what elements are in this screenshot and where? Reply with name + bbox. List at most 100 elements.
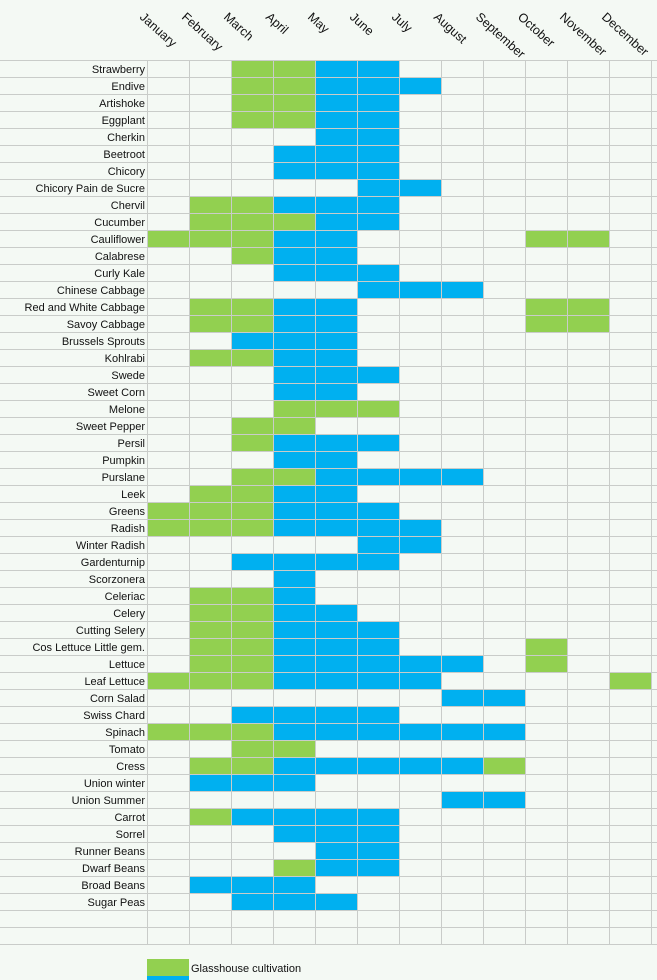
calendar-cell-open-ground [357, 77, 399, 94]
calendar-cell-open-ground [315, 621, 357, 638]
calendar-cell-glasshouse [189, 519, 231, 536]
calendar-cell-open-ground [357, 502, 399, 519]
calendar-cell-open-ground [357, 621, 399, 638]
calendar-cell-open-ground [357, 111, 399, 128]
calendar-cell-glasshouse [231, 77, 273, 94]
month-label: June [347, 10, 377, 39]
calendar-cell-open-ground [273, 774, 315, 791]
calendar-cell-glasshouse [525, 230, 567, 247]
calendar-cell-open-ground [357, 859, 399, 876]
calendar-cell-open-ground [357, 638, 399, 655]
calendar-cell-glasshouse [189, 230, 231, 247]
calendar-cell-glasshouse [189, 485, 231, 502]
crop-label: Celery [113, 608, 145, 620]
month-label: January [137, 10, 180, 51]
calendar-cell-glasshouse [525, 655, 567, 672]
calendar-cell-open-ground [273, 247, 315, 264]
calendar-cell-open-ground [273, 706, 315, 723]
crop-label: Sorrel [116, 829, 145, 841]
calendar-cell-open-ground [315, 655, 357, 672]
crop-label: Artishoke [99, 98, 145, 110]
calendar-cell-open-ground [273, 638, 315, 655]
calendar-cell-open-ground [315, 893, 357, 910]
calendar-cell-open-ground [273, 485, 315, 502]
crop-label: Chinese Cabbage [57, 285, 145, 297]
calendar-cell-open-ground [399, 723, 441, 740]
calendar-cell-glasshouse [231, 655, 273, 672]
crop-label: Tomato [109, 744, 145, 756]
calendar-cell-open-ground [315, 825, 357, 842]
calendar-cell-glasshouse [609, 672, 651, 689]
crop-label: Calabrese [95, 251, 145, 263]
calendar-cell-open-ground [357, 179, 399, 196]
calendar-cell-open-ground [315, 264, 357, 281]
calendar-cell-glasshouse [147, 502, 189, 519]
calendar-cell-glasshouse [231, 519, 273, 536]
calendar-cell-open-ground [483, 689, 525, 706]
calendar-cell-open-ground [273, 893, 315, 910]
crop-label: Carrot [114, 812, 145, 824]
calendar-cell-glasshouse [273, 111, 315, 128]
calendar-cell-open-ground [273, 434, 315, 451]
calendar-cell-glasshouse [189, 349, 231, 366]
calendar-cell-glasshouse [189, 808, 231, 825]
crop-label: Leek [121, 489, 145, 501]
crop-label: Kohlrabi [105, 353, 145, 365]
calendar-cell-glasshouse [189, 638, 231, 655]
calendar-cell-open-ground [357, 519, 399, 536]
calendar-cell-open-ground [189, 876, 231, 893]
crop-label: Union Summer [72, 795, 146, 807]
calendar-cell-open-ground [315, 213, 357, 230]
month-label: August [431, 10, 470, 47]
calendar-cell-open-ground [273, 587, 315, 604]
calendar-cell-open-ground [189, 774, 231, 791]
calendar-cell-open-ground [273, 145, 315, 162]
crop-label: Broad Beans [81, 880, 145, 892]
calendar-cell-open-ground [315, 808, 357, 825]
calendar-cell-open-ground [441, 791, 483, 808]
calendar-cell-glasshouse [231, 94, 273, 111]
calendar-cell-open-ground [357, 196, 399, 213]
crop-label: Red and White Cabbage [25, 302, 145, 314]
crop-label: Chicory [108, 166, 146, 178]
calendar-cell-glasshouse [231, 757, 273, 774]
crop-label: Cucumber [94, 217, 145, 229]
calendar-cell-open-ground [273, 332, 315, 349]
calendar-cell-open-ground [273, 519, 315, 536]
crop-label: Winter Radish [76, 540, 145, 552]
calendar-cell-open-ground [315, 349, 357, 366]
calendar-cell-open-ground [231, 774, 273, 791]
calendar-cell-glasshouse [273, 859, 315, 876]
calendar-cell-glasshouse [231, 315, 273, 332]
calendar-cell-glasshouse [189, 315, 231, 332]
calendar-cell-open-ground [273, 672, 315, 689]
calendar-cell-open-ground [357, 94, 399, 111]
calendar-cell-glasshouse [189, 655, 231, 672]
calendar-cell-open-ground [357, 553, 399, 570]
calendar-cell-open-ground [315, 502, 357, 519]
calendar-cell-open-ground [315, 196, 357, 213]
legend-label: Glasshouse cultivation [191, 963, 301, 975]
calendar-cell-open-ground [315, 604, 357, 621]
calendar-cell-open-ground [357, 655, 399, 672]
calendar-cell-glasshouse [147, 230, 189, 247]
crop-label: Gardenturnip [81, 557, 145, 569]
calendar-cell-open-ground [399, 179, 441, 196]
calendar-cell-open-ground [399, 655, 441, 672]
calendar-cell-glasshouse [189, 672, 231, 689]
calendar-cell-open-ground [273, 383, 315, 400]
calendar-cell-open-ground [273, 196, 315, 213]
calendar-cell-open-ground [273, 655, 315, 672]
crop-label: Curly Kale [94, 268, 145, 280]
calendar-cell-glasshouse [231, 196, 273, 213]
crop-label: Eggplant [102, 115, 145, 127]
calendar-cell-open-ground [273, 298, 315, 315]
calendar-cell-open-ground [315, 706, 357, 723]
calendar-cell-open-ground [273, 570, 315, 587]
calendar-cell-open-ground [357, 434, 399, 451]
crop-label: Sugar Peas [88, 897, 146, 909]
calendar-cell-open-ground [399, 672, 441, 689]
calendar-cell-open-ground [273, 553, 315, 570]
crop-label: Sweet Corn [88, 387, 145, 399]
